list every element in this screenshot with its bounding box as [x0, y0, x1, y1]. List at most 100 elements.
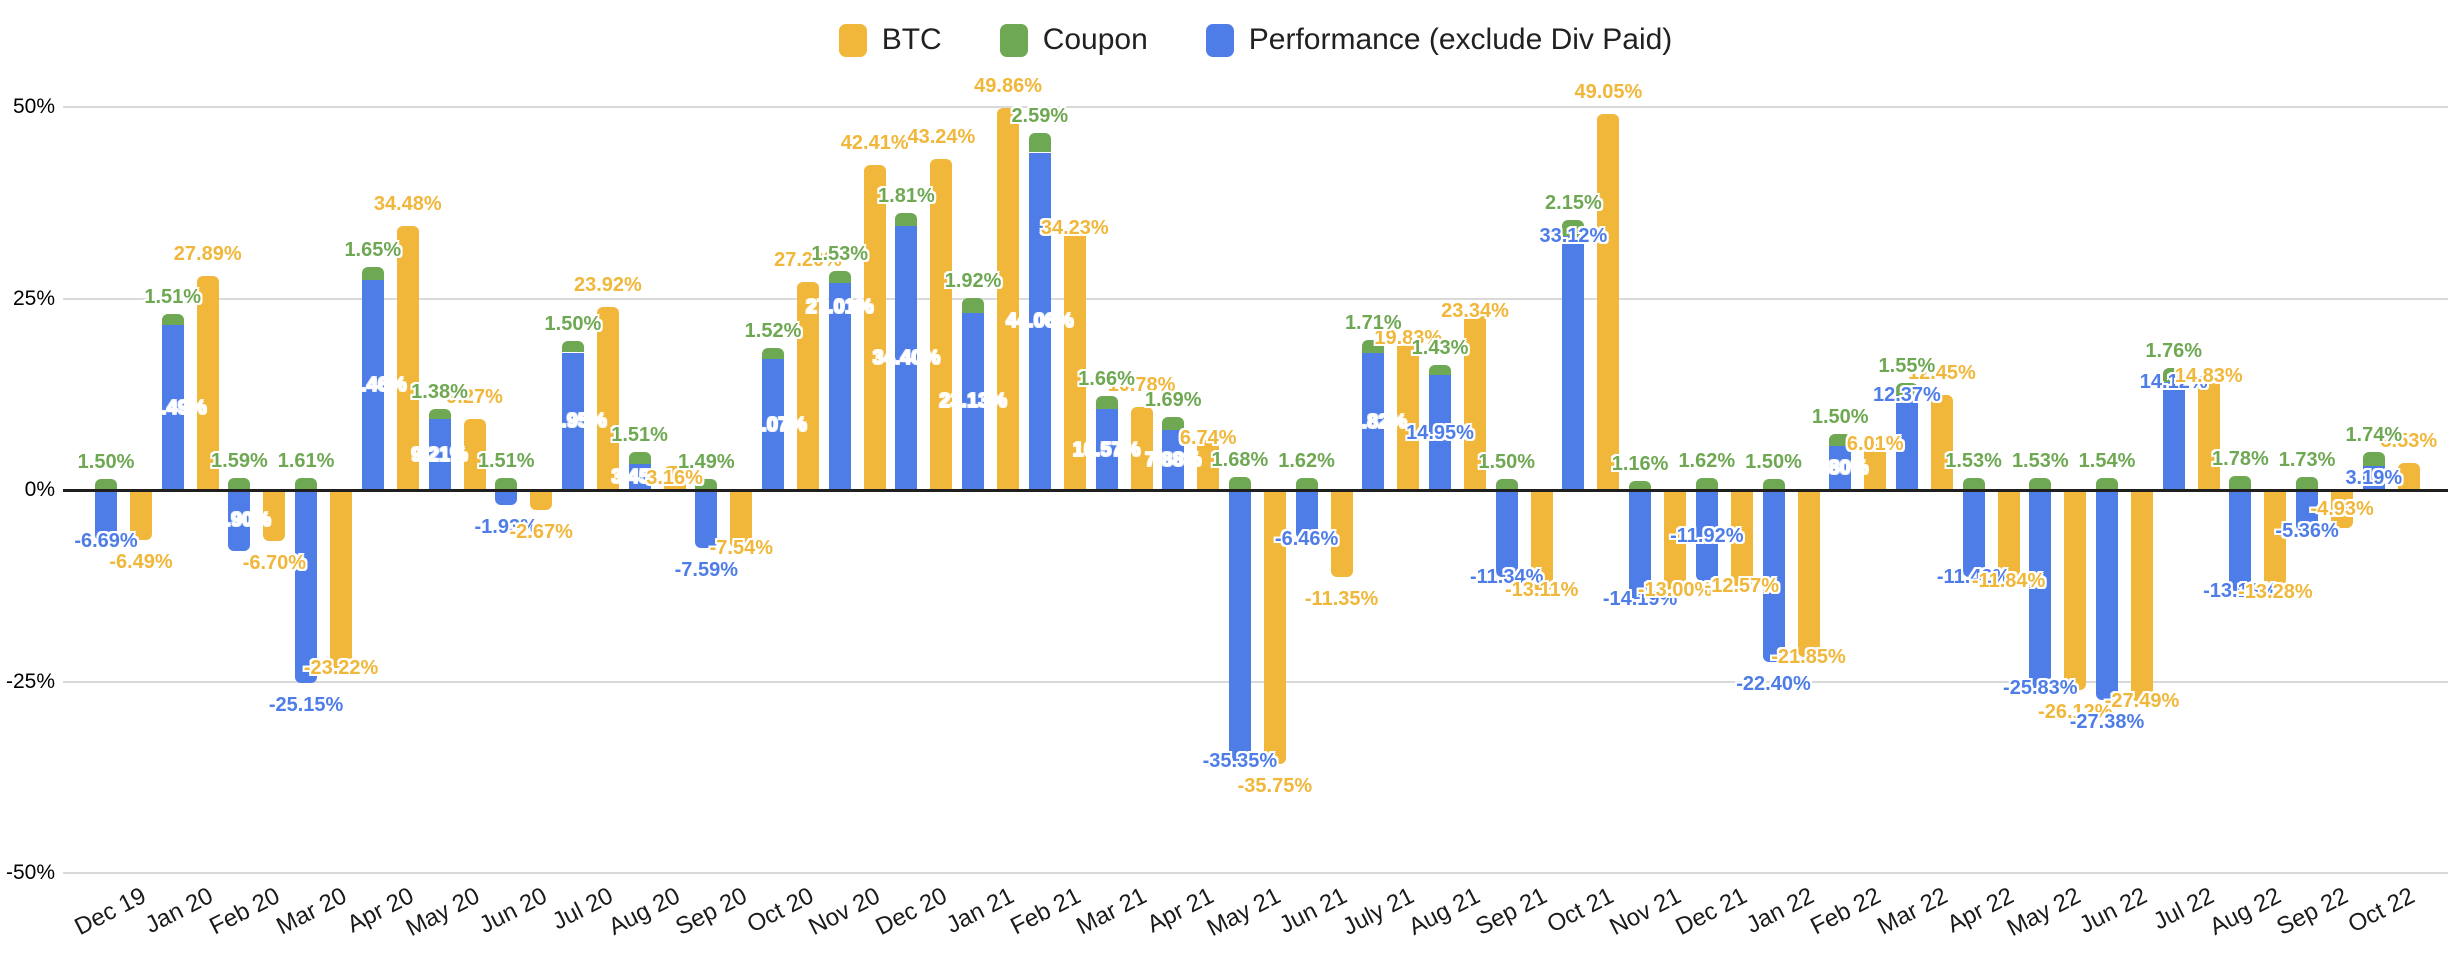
bar-coupon[interactable]	[2096, 478, 2118, 490]
bar-performance[interactable]	[1095, 409, 1118, 490]
bar-btc[interactable]	[997, 108, 1020, 490]
bar-coupon[interactable]	[628, 452, 651, 464]
bar-btc[interactable]	[1397, 338, 1420, 490]
bar-performance[interactable]	[895, 226, 918, 490]
bar-coupon[interactable]	[361, 267, 384, 280]
bar-performance[interactable]	[1162, 429, 1185, 490]
bar-btc[interactable]	[1130, 407, 1153, 490]
bar-btc[interactable]	[1530, 490, 1553, 591]
bar-coupon[interactable]	[2029, 478, 2052, 490]
bar-coupon[interactable]	[1895, 383, 1918, 396]
bar-coupon[interactable]	[1495, 478, 1518, 490]
bar-btc[interactable]	[2397, 462, 2420, 490]
bar-btc[interactable]	[130, 490, 152, 540]
bar-coupon[interactable]	[295, 477, 318, 490]
bar-coupon[interactable]	[495, 478, 518, 490]
bar-coupon[interactable]	[1028, 132, 1051, 153]
bar-btc[interactable]	[2064, 490, 2087, 691]
bar-coupon[interactable]	[762, 347, 784, 360]
bar-performance[interactable]	[495, 490, 518, 505]
bar-btc[interactable]	[863, 165, 886, 490]
bar-performance[interactable]	[1562, 236, 1585, 490]
bar-performance[interactable]	[228, 490, 251, 551]
bar-btc[interactable]	[1263, 490, 1286, 764]
bar-btc[interactable]	[2197, 376, 2220, 490]
bar-btc[interactable]	[530, 490, 553, 511]
bar-performance[interactable]	[2229, 490, 2252, 591]
bar-btc[interactable]	[396, 225, 419, 490]
bar-performance[interactable]	[1629, 490, 1652, 599]
bar-coupon[interactable]	[2229, 476, 2252, 490]
bar-coupon[interactable]	[1162, 416, 1185, 430]
bar-performance[interactable]	[428, 419, 451, 490]
bar-btc[interactable]	[1730, 490, 1753, 587]
bar-coupon[interactable]	[1962, 478, 1985, 490]
bar-btc[interactable]	[1197, 438, 1220, 490]
legend-item-performance-exclude-div-paid[interactable]: Performance (exclude Div Paid)	[1205, 23, 1672, 57]
bar-performance[interactable]	[1362, 353, 1385, 490]
bar-coupon[interactable]	[1829, 434, 1852, 446]
bar-btc[interactable]	[1864, 443, 1887, 490]
bar-coupon[interactable]	[2296, 476, 2319, 490]
bar-performance[interactable]	[1495, 490, 1518, 577]
bar-coupon[interactable]	[228, 477, 251, 490]
bar-btc[interactable]	[1597, 114, 1620, 490]
bar-performance[interactable]	[828, 283, 851, 490]
bar-btc[interactable]	[2131, 490, 2153, 701]
bar-coupon[interactable]	[2162, 368, 2185, 382]
bar-performance[interactable]	[962, 312, 985, 490]
bar-performance[interactable]	[1962, 490, 1985, 578]
bar-coupon[interactable]	[1629, 481, 1652, 490]
bar-btc[interactable]	[930, 158, 953, 490]
bar-coupon[interactable]	[1228, 477, 1251, 490]
bar-coupon[interactable]	[561, 341, 584, 353]
legend-item-coupon[interactable]: Coupon	[999, 23, 1148, 57]
bar-performance[interactable]	[2029, 490, 2052, 688]
bar-btc[interactable]	[663, 465, 686, 490]
bar-performance[interactable]	[2096, 490, 2118, 700]
bar-btc[interactable]	[1464, 311, 1486, 490]
bar-btc[interactable]	[2264, 490, 2287, 592]
bar-coupon[interactable]	[1562, 219, 1585, 237]
bar-btc[interactable]	[2331, 490, 2354, 528]
bar-performance[interactable]	[561, 352, 584, 490]
bar-performance[interactable]	[695, 490, 718, 549]
bar-performance[interactable]	[2296, 490, 2319, 532]
bar-performance[interactable]	[762, 359, 784, 490]
bar-performance[interactable]	[361, 279, 384, 490]
bar-performance[interactable]	[628, 463, 651, 490]
bar-performance[interactable]	[95, 490, 117, 542]
bar-performance[interactable]	[1295, 490, 1318, 540]
bar-coupon[interactable]	[1295, 477, 1318, 490]
bar-coupon[interactable]	[1695, 477, 1718, 490]
bar-coupon[interactable]	[428, 408, 451, 420]
bar-coupon[interactable]	[1362, 340, 1385, 354]
bar-coupon[interactable]	[695, 478, 718, 490]
bar-coupon[interactable]	[895, 212, 918, 227]
bar-btc[interactable]	[730, 490, 753, 548]
bar-performance[interactable]	[295, 490, 318, 683]
bar-performance[interactable]	[2362, 465, 2385, 490]
bar-btc[interactable]	[463, 418, 486, 490]
bar-coupon[interactable]	[1095, 396, 1118, 410]
bar-btc[interactable]	[1330, 490, 1353, 577]
bar-performance[interactable]	[1695, 490, 1718, 582]
bar-coupon[interactable]	[1762, 478, 1785, 490]
bar-performance[interactable]	[1895, 395, 1918, 490]
bar-performance[interactable]	[2162, 381, 2185, 490]
bar-coupon[interactable]	[828, 271, 851, 284]
legend-item-btc[interactable]: BTC	[838, 23, 942, 57]
bar-btc[interactable]	[263, 490, 286, 542]
bar-btc[interactable]	[1664, 490, 1687, 590]
bar-coupon[interactable]	[161, 313, 184, 326]
bar-coupon[interactable]	[2362, 452, 2385, 466]
bar-performance[interactable]	[161, 325, 184, 490]
bar-coupon[interactable]	[1429, 364, 1451, 376]
bar-btc[interactable]	[330, 490, 353, 668]
bar-btc[interactable]	[1063, 227, 1086, 490]
bar-performance[interactable]	[1429, 375, 1451, 490]
bar-btc[interactable]	[1930, 394, 1953, 490]
bar-btc[interactable]	[196, 276, 219, 490]
bar-performance[interactable]	[1829, 445, 1852, 490]
bar-btc[interactable]	[1997, 490, 2020, 581]
